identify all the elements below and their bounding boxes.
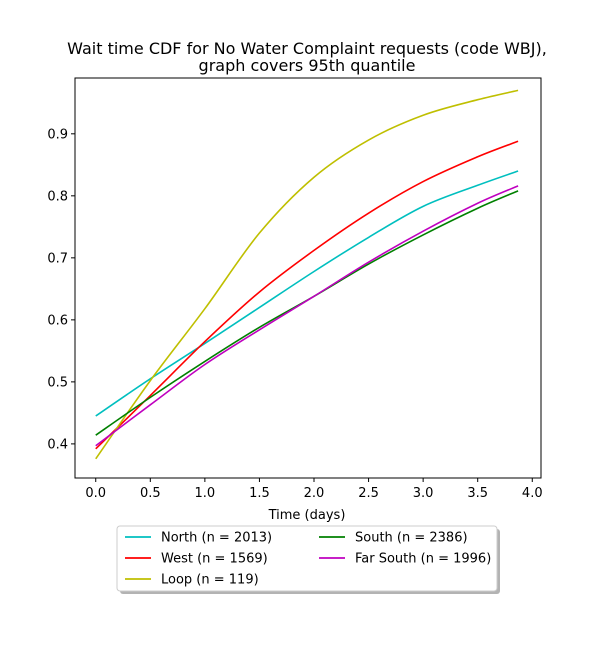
x-axis-label: Time (days) [268, 508, 346, 523]
series-line-1 [95, 140, 519, 450]
x-tick-label: 0.5 [140, 486, 161, 501]
x-tick-label: 1.0 [195, 486, 216, 501]
x-tick-label: 2.5 [358, 486, 379, 501]
legend-items: North (n = 2013) West (n = 1569) Loop (n =… [125, 531, 491, 588]
x-tick-label: 4.0 [522, 486, 543, 501]
y-tick-label: 0.8 [47, 189, 68, 204]
x-axis-ticks: 0.0 0.5 1.0 1.5 2.0 2.5 3.0 3.5 4.0 [85, 478, 543, 501]
legend: North (n = 2013) West (n = 1569) Loop (n =… [116, 525, 500, 594]
legend-entry-label: Loop (n = 119) [161, 573, 259, 588]
x-tick-label: 0.0 [85, 486, 106, 501]
chart-title-line-2: graph covers 95th quantile [199, 56, 416, 75]
y-axis-ticks: 0.4 0.5 0.6 0.7 0.8 0.9 [47, 127, 75, 452]
series-line-4 [95, 185, 519, 447]
y-tick-label: 0.5 [47, 375, 68, 390]
legend-entry-label: North (n = 2013) [161, 531, 272, 546]
legend-entry-label: West (n = 1569) [161, 552, 268, 567]
series-line-0 [95, 170, 519, 417]
series-line-2 [95, 89, 519, 460]
y-tick-label: 0.4 [47, 437, 68, 452]
legend-entry-label: South (n = 2386) [355, 531, 468, 546]
x-tick-label: 2.0 [304, 486, 325, 501]
x-tick-label: 1.5 [249, 486, 270, 501]
y-tick-label: 0.6 [47, 313, 68, 328]
y-tick-label: 0.9 [47, 127, 68, 142]
legend-box [116, 525, 498, 592]
chart-title-line-1: Wait time CDF for No Water Complaint req… [67, 39, 547, 58]
plot-frame [74, 77, 542, 479]
legend-entry-label: Far South (n = 1996) [355, 552, 491, 567]
x-tick-label: 3.5 [467, 486, 488, 501]
series-layer [95, 89, 519, 460]
x-tick-label: 3.0 [413, 486, 434, 501]
y-tick-label: 0.7 [47, 251, 68, 266]
